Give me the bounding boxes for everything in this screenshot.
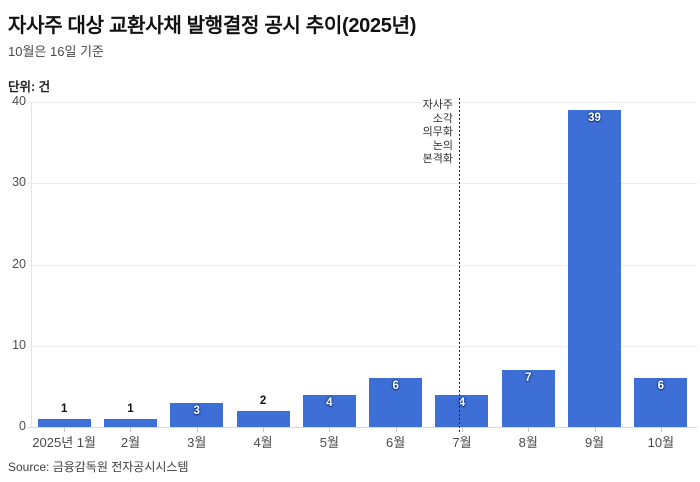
gridline-y30 — [28, 183, 697, 185]
bar-7월[interactable] — [435, 394, 489, 427]
bar-value-label: 2 — [259, 394, 267, 407]
x-axis-label: 6월 — [386, 435, 406, 450]
bar-value-label: 1 — [60, 402, 68, 415]
x-axis-tick — [528, 427, 530, 432]
gridline-y40 — [28, 102, 697, 103]
annotation-dotted-line — [458, 98, 460, 433]
bar-3월[interactable] — [170, 402, 224, 427]
bar-value-label: 3 — [193, 404, 200, 417]
gridline-y10 — [28, 345, 697, 347]
annotation-text-line: 소각 — [432, 112, 453, 125]
x-axis-tick — [130, 427, 132, 432]
gridline-y20 — [28, 264, 697, 266]
x-axis-tick — [594, 427, 596, 432]
unit-label: 단위: 건 — [8, 80, 51, 94]
x-axis-tick — [263, 427, 265, 432]
x-axis-label: 8월 — [518, 435, 538, 450]
annotation-text-line: 의무화 — [422, 126, 453, 139]
x-axis-tick — [461, 427, 463, 432]
bar-8월[interactable] — [501, 370, 555, 427]
chart-subtitle: 10월은 16일 기준 — [8, 44, 104, 59]
x-axis-tick — [196, 427, 198, 432]
bar-4월[interactable] — [236, 410, 290, 427]
bar-2월[interactable] — [103, 418, 157, 427]
annotation-text: 자사주 소각 의무화 논의 본격화 — [343, 99, 453, 167]
x-axis-label: 9월 — [584, 435, 605, 450]
gridline-y0 — [28, 427, 697, 428]
bar-value-label: 4 — [458, 396, 466, 409]
x-axis-label: 4월 — [253, 435, 273, 450]
chart-title: 자사주 대상 교환사채 발행결정 공시 추이(2025년) — [8, 15, 417, 37]
y-axis-tick-label: 40 — [12, 94, 26, 108]
y-axis-tick-label: 10 — [12, 337, 26, 352]
x-axis-tick — [64, 427, 66, 432]
x-axis-label: 5월 — [319, 435, 339, 450]
annotation-text-line: 논의 — [432, 139, 453, 152]
annotation-text-line: 자사주 — [422, 99, 453, 111]
y-axis-tick-label: 0 — [19, 419, 26, 433]
x-axis-tick — [395, 427, 397, 432]
bar-value-label: 4 — [326, 396, 333, 409]
bar-value-label: 1 — [127, 402, 134, 415]
bar-5월[interactable] — [302, 394, 356, 427]
x-axis-tick — [329, 427, 331, 432]
bar-2025년 1월[interactable] — [37, 418, 91, 427]
bar-value-label: 39 — [588, 112, 601, 125]
x-axis-label: 3월 — [187, 435, 207, 450]
bar-value-label: 7 — [525, 372, 532, 385]
x-axis-label: 2025년 1월 — [32, 435, 96, 450]
y-axis-tick-label: 30 — [12, 175, 26, 190]
x-axis-tick — [660, 427, 662, 432]
x-axis-label: 10월 — [647, 435, 675, 450]
x-axis-label: 7월 — [452, 435, 472, 450]
y-axis-tick-label: 20 — [12, 256, 26, 271]
source-label: Source: 금융감독원 전자공시시스템 — [8, 460, 189, 474]
y-axis-line — [31, 102, 32, 427]
annotation-text-line: 본격화 — [422, 153, 453, 166]
bar-9월[interactable] — [568, 110, 622, 427]
bar-value-label: 6 — [657, 380, 665, 393]
bar-value-label: 6 — [392, 380, 399, 393]
bar-10월[interactable] — [634, 378, 688, 427]
bar-6월[interactable] — [369, 378, 423, 427]
x-axis-label: 2월 — [120, 435, 141, 450]
